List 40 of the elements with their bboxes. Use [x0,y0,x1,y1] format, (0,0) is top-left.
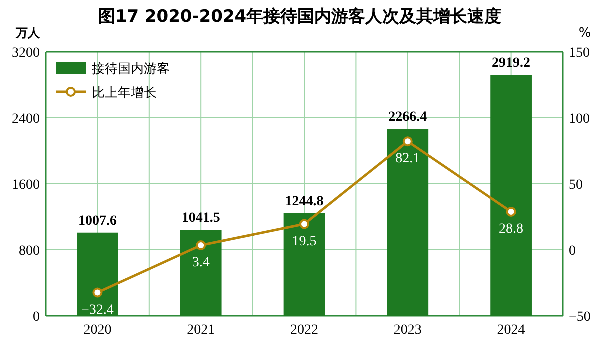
legend-label: 比上年增长 [92,86,157,101]
x-tick-label: 2024 [497,323,526,338]
y2-tick-label: −50 [569,310,591,325]
data-label: 1244.8 [285,194,324,210]
y-tick-label: 800 [19,244,40,259]
data-label: 1007.6 [78,214,117,229]
chart-title: 图17 2020-2024年接待国内游客人次及其增长速度 [98,7,502,27]
y-tick-label: 2400 [12,112,40,127]
data-label: 19.5 [292,234,317,250]
x-tick-label: 2022 [290,323,318,338]
y-tick-label: 1600 [12,178,40,193]
x-tick-label: 2023 [394,323,422,338]
point [300,219,310,230]
point [92,288,103,298]
data-label: 2919.2 [492,56,531,72]
y2-tick-label: 0 [569,244,576,259]
x-tick-label: 2020 [84,323,112,338]
y-axis-title: 万人 [15,26,41,40]
bar [387,129,429,316]
y2-tick-label: 150 [569,46,590,61]
y2-tick-label: 100 [569,112,590,127]
x-tick-label: 2021 [187,323,216,338]
data-label: −32.4 [81,302,114,318]
data-label: 2266.4 [388,110,428,126]
bar [490,75,532,316]
point [506,206,516,217]
data-label: 28.8 [499,222,524,237]
point [402,136,413,147]
y-tick-label: 0 [33,310,40,325]
bar [284,213,326,316]
bar [180,230,222,316]
y-tick-label: 3200 [12,46,40,61]
legend-label: 接待国内游客 [92,61,170,77]
data-label: 82.1 [396,152,420,167]
y2-axis-title: % [578,26,592,41]
point [196,240,206,251]
data-label: 1041.5 [182,211,220,226]
bar [77,232,118,316]
y2-tick-label: 50 [569,178,583,193]
data-label: 3.4 [192,256,210,271]
